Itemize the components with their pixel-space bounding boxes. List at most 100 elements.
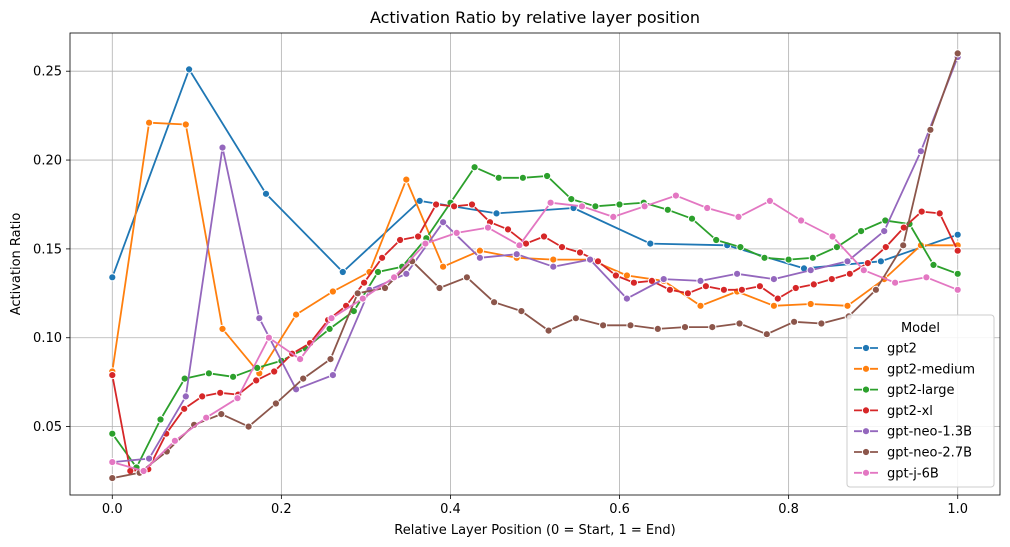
data-point xyxy=(233,394,242,403)
data-point xyxy=(659,275,668,284)
legend-item-gpt-neo-2.7B: gpt-neo-2.7B xyxy=(854,446,972,461)
data-point xyxy=(421,239,430,248)
x-tick-label: 0.4 xyxy=(440,502,461,517)
data-point xyxy=(680,323,690,332)
data-point xyxy=(475,253,484,262)
data-point xyxy=(665,285,675,294)
series-gpt-j-6B xyxy=(108,191,962,476)
data-point xyxy=(328,371,337,380)
data-point xyxy=(264,333,273,342)
legend-swatch-marker xyxy=(861,468,871,477)
data-point xyxy=(760,253,769,262)
data-point xyxy=(871,285,881,294)
data-point xyxy=(806,266,815,275)
data-point xyxy=(492,209,501,218)
data-point xyxy=(701,282,711,291)
data-point xyxy=(736,243,745,252)
data-point xyxy=(378,253,387,262)
data-point xyxy=(586,255,595,264)
data-point xyxy=(719,285,729,294)
legend-item-gpt2-large: gpt2-large xyxy=(854,383,955,398)
x-tick-label: 1.0 xyxy=(947,502,968,517)
data-point xyxy=(953,246,962,255)
data-point xyxy=(181,392,190,401)
data-point xyxy=(591,202,600,211)
legend-label: gpt2-xl xyxy=(887,404,933,419)
legend-label: gpt-neo-2.7B xyxy=(887,446,972,461)
data-point xyxy=(935,209,944,218)
data-point xyxy=(145,454,154,463)
data-point xyxy=(806,299,815,309)
legend-swatch-marker xyxy=(861,447,871,457)
data-point xyxy=(575,248,585,257)
data-point xyxy=(953,49,962,58)
y-tick-label: 0.05 xyxy=(33,420,62,435)
series-line xyxy=(111,121,958,375)
data-point xyxy=(494,173,503,182)
data-point xyxy=(470,163,479,172)
data-point xyxy=(881,243,890,252)
data-point xyxy=(229,372,238,381)
legend-swatch-marker xyxy=(861,427,871,436)
data-point xyxy=(769,275,779,284)
data-point xyxy=(299,374,308,383)
series-line xyxy=(112,194,959,472)
data-point xyxy=(549,255,558,264)
data-point xyxy=(609,212,618,221)
legend-swatch-marker xyxy=(861,343,871,353)
data-point xyxy=(953,285,962,294)
data-point xyxy=(108,474,117,483)
data-point xyxy=(916,147,926,156)
data-point xyxy=(734,212,743,221)
x-tick-label: 0.0 xyxy=(102,502,123,517)
data-point xyxy=(703,203,712,213)
data-point xyxy=(483,223,493,232)
legend-box xyxy=(846,314,995,488)
series-gpt2 xyxy=(108,65,962,282)
data-point xyxy=(358,294,367,303)
data-point xyxy=(325,324,334,333)
data-point xyxy=(687,214,697,223)
legend-item-gpt-neo-1.3B: gpt-neo-1.3B xyxy=(854,425,972,440)
data-point xyxy=(791,283,800,293)
data-point xyxy=(216,388,225,397)
axis-ticks: 0.0 0.2 0.4 0.6 0.8 1.0 0.05 0.10 0.15 0.20 0.25 xyxy=(33,65,968,517)
data-point xyxy=(544,326,553,335)
plot-frame xyxy=(69,32,1001,496)
legend-swatch-marker xyxy=(861,385,871,394)
data-point xyxy=(622,294,632,303)
legend-title: Model xyxy=(901,321,940,336)
data-point xyxy=(353,289,362,298)
data-point xyxy=(360,278,369,287)
data-point xyxy=(899,241,908,250)
legend-item-gpt2-medium: gpt2-medium xyxy=(854,362,975,377)
data-point xyxy=(402,175,411,184)
data-point xyxy=(261,189,271,198)
data-point xyxy=(926,125,935,134)
data-point xyxy=(953,230,962,239)
y-tick-label: 0.15 xyxy=(33,242,62,257)
data-point xyxy=(891,278,900,287)
data-point xyxy=(185,65,194,74)
data-point xyxy=(593,257,603,266)
data-point xyxy=(857,227,866,236)
data-point xyxy=(615,200,624,209)
data-point xyxy=(817,319,826,328)
legend-item-gpt2-xl: gpt2-xl xyxy=(854,404,933,419)
series-gpt-neo-2.7B xyxy=(108,49,962,483)
data-point xyxy=(863,259,872,268)
data-point xyxy=(108,371,117,380)
data-point xyxy=(373,267,383,277)
data-point xyxy=(518,173,528,182)
data-point xyxy=(475,246,484,255)
data-point xyxy=(439,218,448,227)
data-point xyxy=(503,225,513,234)
data-point xyxy=(244,422,253,431)
data-point xyxy=(202,413,211,422)
data-point xyxy=(467,200,477,209)
data-point xyxy=(108,458,117,467)
data-point xyxy=(549,262,558,271)
data-point xyxy=(296,355,305,364)
data-point xyxy=(629,278,639,287)
data-point xyxy=(181,120,190,129)
